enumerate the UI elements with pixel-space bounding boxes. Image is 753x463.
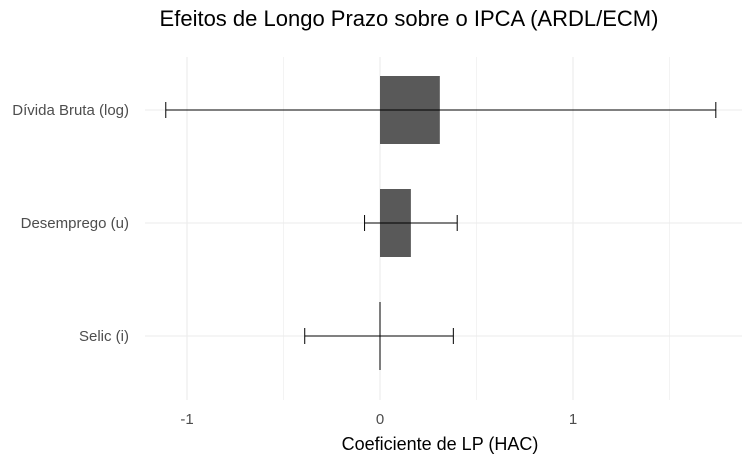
- x-tick-label: -1: [180, 411, 193, 428]
- x-axis-title: Coeficiente de LP (HAC): [342, 434, 539, 454]
- y-tick-label: Dívida Bruta (log): [12, 102, 129, 119]
- error-bars: [165, 102, 717, 370]
- x-tick-labels: -1 0 1: [180, 411, 577, 428]
- grid-lines: [145, 57, 742, 400]
- x-tick-label: 1: [569, 411, 577, 428]
- y-tick-labels: Dívida Bruta (log) Desemprego (u) Selic (i…: [12, 102, 129, 345]
- x-tick-label: 0: [376, 411, 384, 428]
- y-tick-label: Desemprego (u): [21, 215, 129, 232]
- bars: [380, 76, 440, 257]
- y-tick-label: Selic (i): [79, 328, 129, 345]
- chart-title: Efeitos de Longo Prazo sobre o IPCA (ARD…: [159, 6, 659, 31]
